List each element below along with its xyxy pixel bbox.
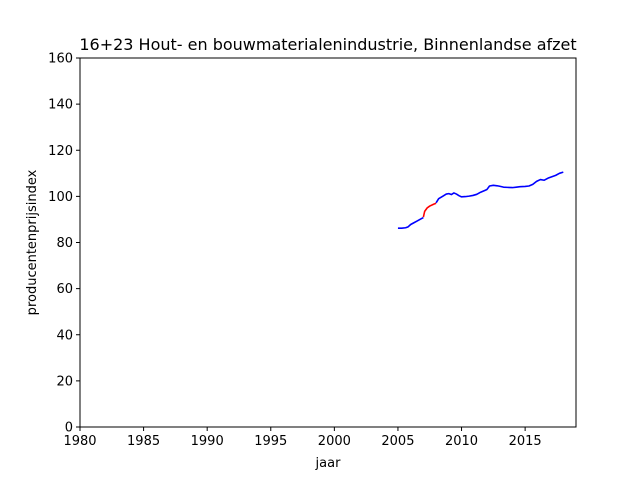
series-line-2	[422, 202, 437, 218]
plot-frame	[79, 57, 577, 428]
x-tick-label: 2005	[381, 434, 414, 449]
series-line-1	[397, 216, 424, 229]
x-tick-label: 1990	[191, 434, 224, 449]
y-tick-label: 60	[56, 282, 73, 297]
x-tick-label: 1995	[254, 434, 287, 449]
y-tick-label: 20	[56, 374, 73, 389]
y-tick-label: 120	[48, 144, 73, 159]
x-tick-label: 2000	[318, 434, 351, 449]
y-axis: 0 20 40 60 80 100 120 140 160	[48, 52, 80, 436]
y-tick-label: 140	[48, 98, 73, 113]
y-tick-label: 160	[48, 52, 73, 67]
y-tick-label: 80	[56, 236, 73, 251]
y-tick-label: 40	[56, 328, 73, 343]
x-tick-label: 1985	[127, 434, 160, 449]
x-axis: 1980 1985 1990 1995 2000 2005 2010 2015	[63, 427, 542, 449]
y-tick-label: 100	[48, 190, 73, 205]
series-line-3	[435, 171, 564, 204]
x-tick-label: 2015	[509, 434, 542, 449]
x-axis-label: jaar	[315, 456, 342, 471]
y-axis-label: producentenprijsindex	[25, 169, 40, 315]
x-tick-label: 1980	[63, 434, 96, 449]
plot-lines	[397, 171, 564, 229]
x-tick-label: 2010	[445, 434, 478, 449]
y-tick-label: 0	[65, 421, 73, 436]
chart-title: 16+23 Hout- en bouwmaterialenindustrie, …	[79, 35, 576, 54]
